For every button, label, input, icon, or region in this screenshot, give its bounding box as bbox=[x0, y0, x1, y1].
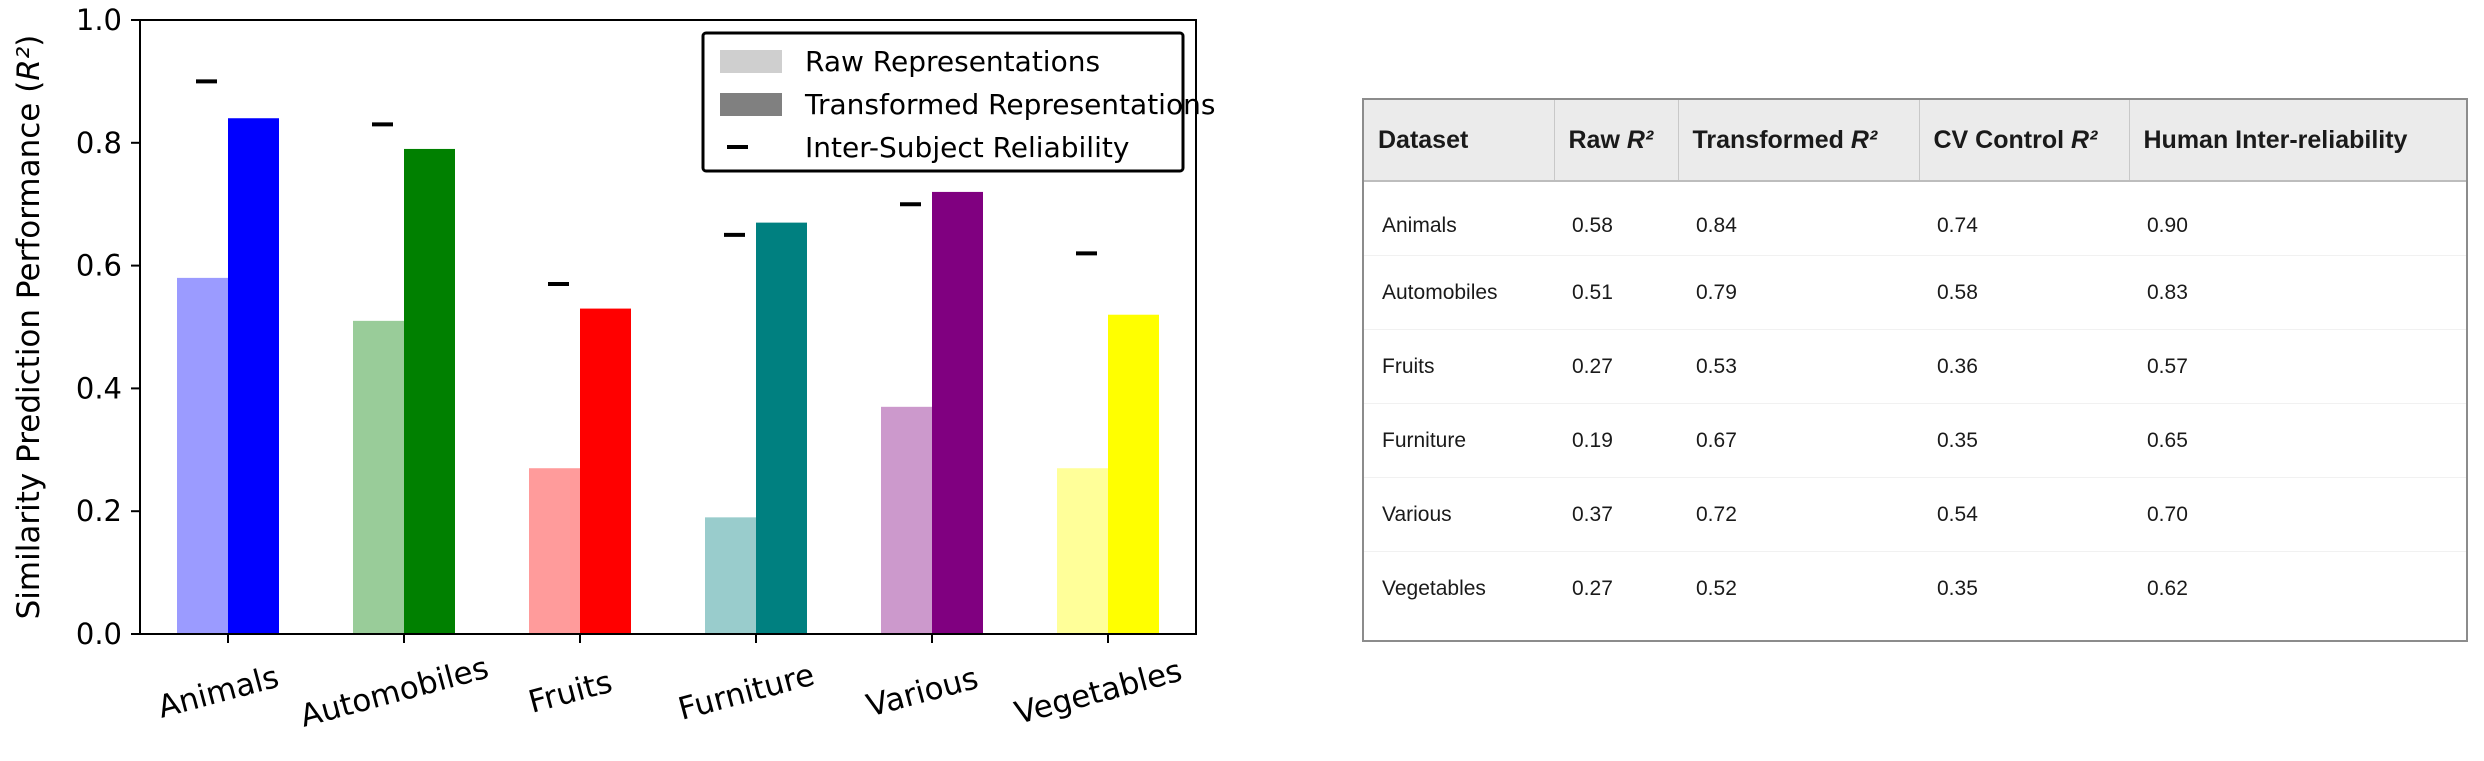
cell-transformed: 0.52 bbox=[1696, 576, 1737, 600]
transformed-bar-automobiles bbox=[404, 148, 455, 634]
header-human-inter-reliability: Human Inter-reliability bbox=[2129, 100, 2466, 182]
y-tick-label: 0.2 bbox=[76, 494, 122, 528]
transformed-bar-various bbox=[932, 191, 983, 635]
cell-cv-control: 0.54 bbox=[1919, 477, 2129, 552]
header-dataset: Dataset bbox=[1364, 100, 1555, 182]
raw-bar-automobiles bbox=[353, 320, 404, 634]
results-table: Dataset Raw R² Transformed R² CV Control… bbox=[1364, 100, 2466, 625]
cell-human: 0.70 bbox=[2129, 477, 2466, 552]
legend-raw-label: Raw Representations bbox=[805, 45, 1100, 78]
r-squared-symbol: R² bbox=[1626, 125, 1654, 154]
cell-raw: 0.27 bbox=[1554, 329, 1678, 404]
header-transformed-r2: Transformed R² bbox=[1678, 100, 1920, 182]
x-tick-label-animals: Animals bbox=[154, 659, 283, 726]
cell-raw: 0.37 bbox=[1554, 477, 1678, 552]
cell-human: 0.65 bbox=[2129, 403, 2466, 478]
y-tick-label: 1.0 bbox=[76, 3, 122, 37]
cell-cv-control: 0.58 bbox=[1919, 255, 2129, 330]
results-table-panel: Dataset Raw R² Transformed R² CV Control… bbox=[1362, 98, 2468, 642]
transformed-bar-fruits bbox=[580, 308, 631, 634]
cell-transformed: 0.72 bbox=[1678, 477, 1919, 552]
header-raw-r2: Raw R² bbox=[1554, 100, 1679, 182]
cell-transformed: 0.79 bbox=[1678, 255, 1919, 330]
plot-frame bbox=[139, 19, 1197, 635]
chart-svg: 0.0 0.2 0.4 0.6 0.8 1.0 Animals Automobiles Frui… bbox=[11, 3, 1215, 735]
cell-human: 0.83 bbox=[2129, 255, 2466, 330]
cell-raw: 0.27 bbox=[1572, 576, 1613, 600]
cell-dataset: Animals bbox=[1364, 181, 1554, 256]
cell-transformed: 0.84 bbox=[1678, 181, 1919, 256]
cell-human: 0.62 bbox=[2147, 576, 2188, 600]
y-tick-label: 0.8 bbox=[76, 126, 122, 160]
r-squared-symbol: R² bbox=[1850, 125, 1878, 154]
cell-dataset: Various bbox=[1364, 477, 1554, 552]
raw-bar-vegetables bbox=[1057, 468, 1108, 634]
legend-box bbox=[701, 31, 1185, 173]
x-tick-label-fruits: Fruits bbox=[525, 664, 616, 721]
header-cv-control-r2: CV Control R² bbox=[1919, 100, 2130, 182]
table-row: Vegetables 0.27 0.52 0.35 0.62 bbox=[1364, 552, 2466, 626]
raw-bar-animals bbox=[177, 277, 228, 634]
cell-cv-control: 0.35 bbox=[1937, 576, 1978, 600]
cell-human: 0.90 bbox=[2129, 181, 2466, 256]
y-tick-label: 0.4 bbox=[76, 371, 122, 405]
cell-raw: 0.51 bbox=[1554, 255, 1678, 330]
cell-human: 0.57 bbox=[2129, 329, 2466, 404]
legend-reliability-label: Inter-Subject Reliability bbox=[805, 131, 1129, 164]
transformed-bar-furniture bbox=[756, 222, 807, 634]
table-row: Various 0.37 0.72 0.54 0.70 bbox=[1364, 477, 2466, 552]
raw-bar-furniture bbox=[705, 517, 756, 634]
transformed-bar-animals bbox=[228, 118, 279, 635]
bar-chart: 0.0 0.2 0.4 0.6 0.8 1.0 Animals Automobiles Frui… bbox=[11, 3, 1215, 735]
cell-cv-control: 0.36 bbox=[1919, 329, 2129, 404]
table-row: Automobiles 0.51 0.79 0.58 0.83 bbox=[1364, 255, 2466, 330]
cell-raw: 0.58 bbox=[1554, 181, 1678, 256]
raw-bar-various bbox=[881, 406, 932, 634]
cell-cv-control: 0.35 bbox=[1919, 403, 2129, 478]
cell-cv-control: 0.74 bbox=[1919, 181, 2129, 256]
raw-bar-fruits bbox=[529, 468, 580, 634]
table-header-row: Dataset Raw R² Transformed R² CV Control… bbox=[1364, 100, 2466, 182]
table-row: Animals 0.58 0.84 0.74 0.90 bbox=[1364, 181, 2466, 256]
cell-dataset: Furniture bbox=[1364, 403, 1554, 478]
cell-transformed: 0.67 bbox=[1678, 403, 1919, 478]
cell-raw: 0.19 bbox=[1554, 403, 1678, 478]
cell-transformed: 0.53 bbox=[1678, 329, 1919, 404]
y-axis-label: Similarity Prediction Performance (R²) bbox=[11, 35, 47, 620]
table-row: Furniture 0.19 0.67 0.35 0.65 bbox=[1364, 403, 2466, 478]
y-tick-label: 0.0 bbox=[76, 617, 122, 651]
r-squared-symbol: R² bbox=[2071, 125, 2098, 154]
x-tick-label-various: Various bbox=[863, 660, 982, 724]
cell-dataset: Fruits bbox=[1364, 329, 1554, 404]
cell-dataset: Vegetables bbox=[1382, 576, 1486, 600]
table-row: Fruits 0.27 0.53 0.36 0.57 bbox=[1364, 329, 2466, 404]
x-tick-label-automobiles: Automobiles bbox=[296, 650, 492, 735]
legend-transformed-label: Transformed Representations bbox=[804, 88, 1215, 121]
x-tick-label-vegetables: Vegetables bbox=[1011, 653, 1186, 732]
transformed-bar-vegetables bbox=[1108, 314, 1159, 634]
x-tick-label-furniture: Furniture bbox=[675, 657, 819, 728]
legend-raw-swatch bbox=[720, 50, 782, 73]
cell-dataset: Automobiles bbox=[1364, 255, 1554, 330]
y-tick-label: 0.6 bbox=[76, 249, 122, 283]
legend-transformed-swatch bbox=[720, 93, 782, 116]
